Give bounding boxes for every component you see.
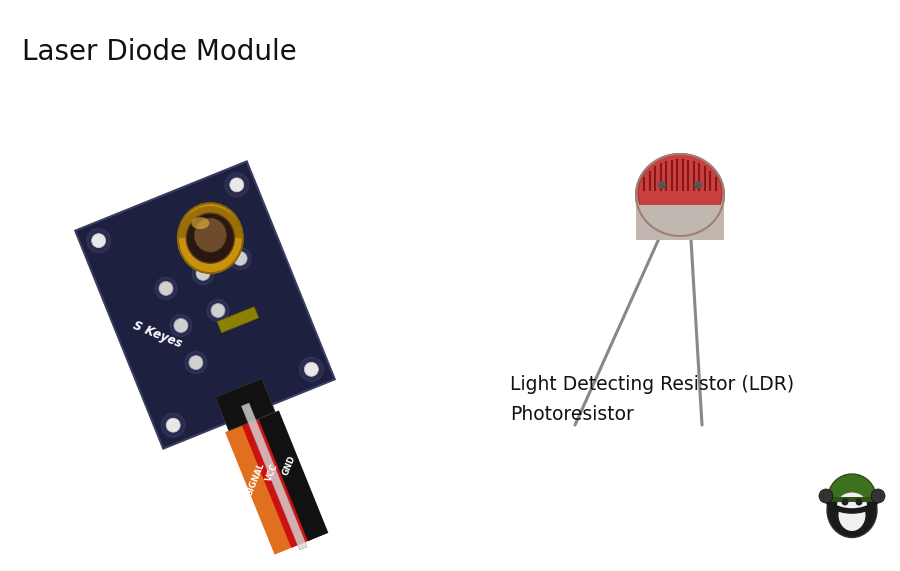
Circle shape xyxy=(230,178,244,192)
Bar xyxy=(636,205,724,240)
Circle shape xyxy=(842,498,849,505)
Polygon shape xyxy=(225,424,295,554)
Bar xyxy=(826,497,878,502)
Ellipse shape xyxy=(638,154,722,232)
Circle shape xyxy=(304,363,319,376)
Polygon shape xyxy=(242,417,311,548)
Ellipse shape xyxy=(178,203,243,273)
Ellipse shape xyxy=(186,213,234,263)
Circle shape xyxy=(174,319,188,332)
Circle shape xyxy=(819,489,833,503)
Polygon shape xyxy=(76,162,335,449)
Polygon shape xyxy=(217,307,258,333)
Circle shape xyxy=(155,278,177,299)
Circle shape xyxy=(300,357,323,381)
Circle shape xyxy=(694,181,702,189)
Circle shape xyxy=(92,234,105,248)
Wedge shape xyxy=(178,206,242,238)
Circle shape xyxy=(86,228,111,252)
Circle shape xyxy=(207,300,229,321)
Circle shape xyxy=(192,263,214,284)
Polygon shape xyxy=(258,411,328,541)
Circle shape xyxy=(159,282,173,295)
Ellipse shape xyxy=(194,218,226,252)
Ellipse shape xyxy=(839,499,866,531)
Circle shape xyxy=(871,489,885,503)
Ellipse shape xyxy=(636,154,724,236)
Circle shape xyxy=(189,356,202,369)
Ellipse shape xyxy=(192,217,210,229)
Circle shape xyxy=(161,413,185,437)
Circle shape xyxy=(211,304,225,317)
Circle shape xyxy=(658,181,666,189)
Text: Laser Diode Module: Laser Diode Module xyxy=(22,38,297,66)
Circle shape xyxy=(233,251,248,266)
Text: GND: GND xyxy=(281,455,297,477)
Circle shape xyxy=(196,267,210,280)
Circle shape xyxy=(856,498,862,505)
Ellipse shape xyxy=(837,493,867,517)
Circle shape xyxy=(230,247,251,270)
Circle shape xyxy=(166,418,180,432)
Circle shape xyxy=(170,315,192,336)
Ellipse shape xyxy=(827,482,877,537)
Circle shape xyxy=(225,173,248,197)
Text: SIGNAL: SIGNAL xyxy=(246,461,266,497)
Text: Light Detecting Resistor (LDR): Light Detecting Resistor (LDR) xyxy=(510,375,794,394)
Polygon shape xyxy=(241,403,307,550)
Text: Photoresistor: Photoresistor xyxy=(510,405,634,424)
Text: VCC: VCC xyxy=(265,462,280,482)
Wedge shape xyxy=(642,154,721,209)
Polygon shape xyxy=(215,379,275,431)
Wedge shape xyxy=(828,474,876,498)
Circle shape xyxy=(184,352,207,373)
Text: S Keyes: S Keyes xyxy=(131,319,184,351)
